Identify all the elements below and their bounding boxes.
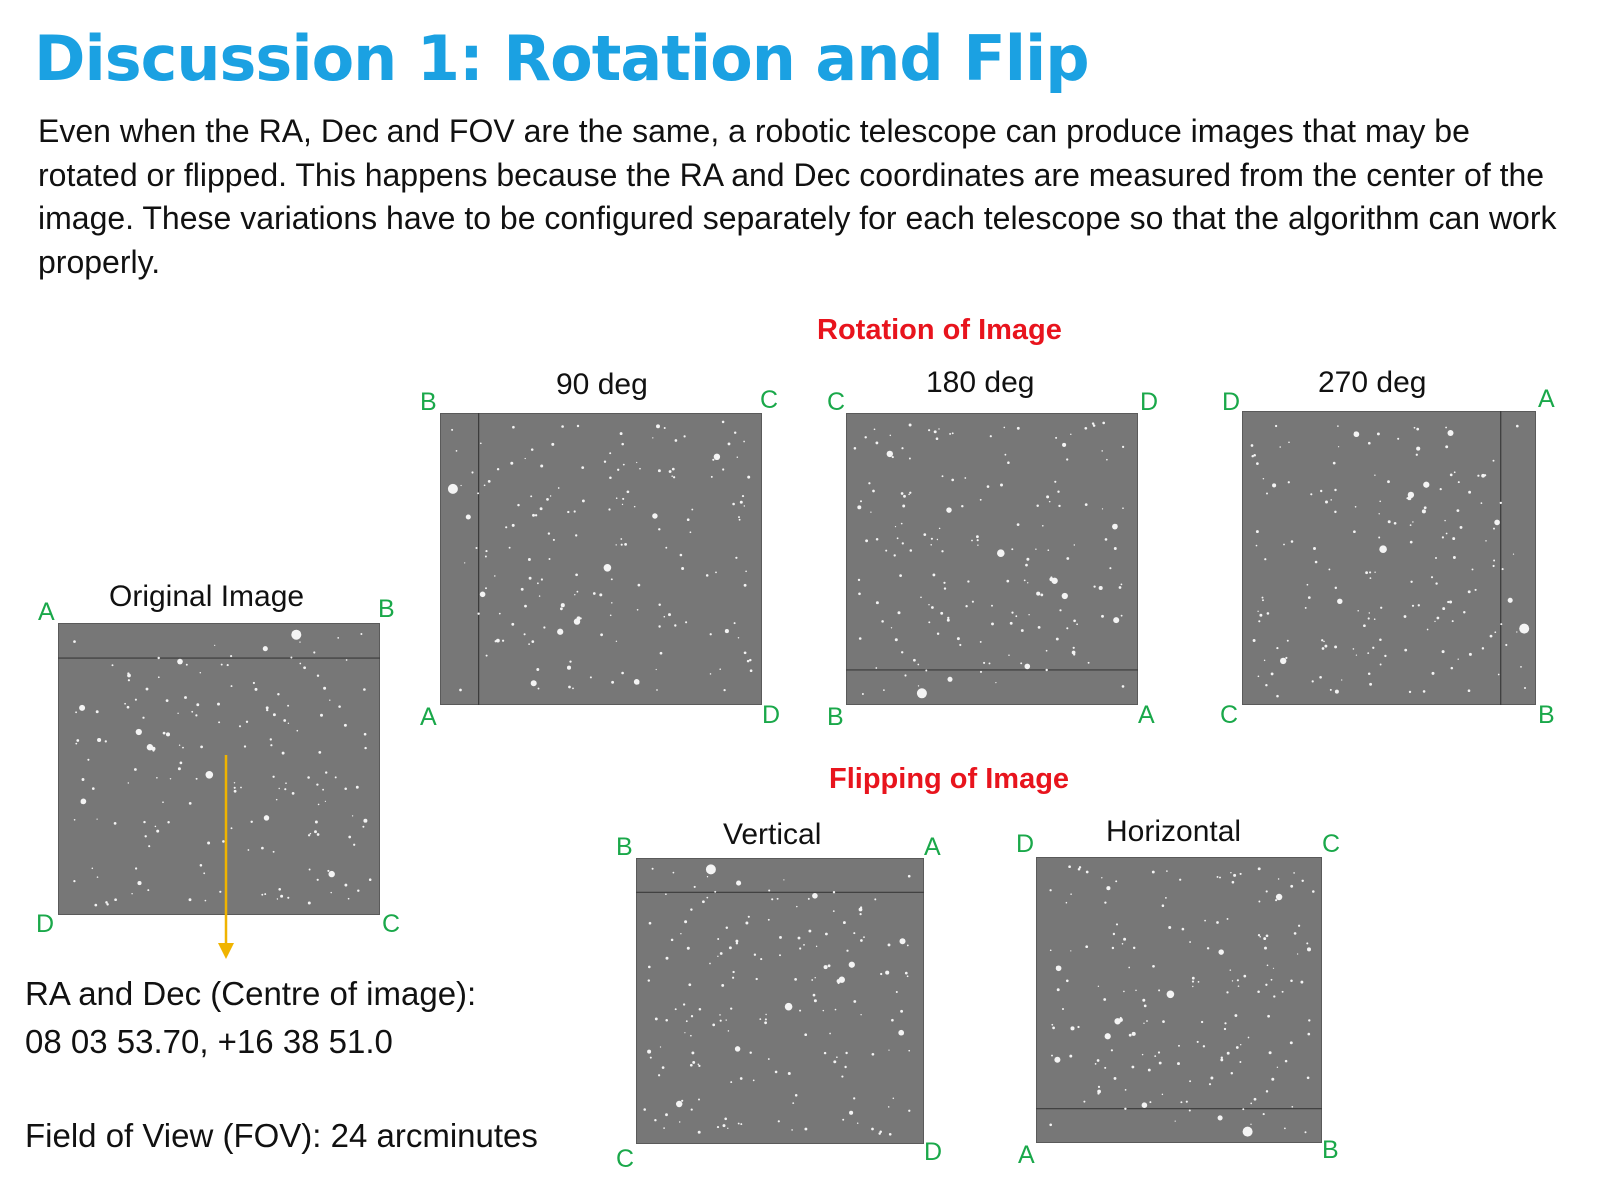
- centre-arrow: [218, 755, 234, 959]
- rot180-caption: 180 deg: [926, 366, 1035, 399]
- rot180-image-stars: [846, 421, 1138, 699]
- intro-paragraph: Even when the RA, Dec and FOV are the sa…: [38, 113, 1557, 280]
- vertical-caption: Vertical: [723, 818, 822, 851]
- rot90-image-stars: [447, 413, 753, 705]
- original-corner-tl: A: [38, 598, 55, 626]
- horizontal-image: [1036, 857, 1322, 1143]
- original-corner-bl: D: [36, 910, 55, 938]
- vertical-image: [636, 858, 924, 1144]
- rot180-corner-tl: C: [827, 388, 846, 416]
- rot270-image-stars: [1250, 411, 1530, 705]
- rot270-image: [1242, 411, 1536, 705]
- rot270-corner-tr: A: [1538, 385, 1555, 413]
- original-caption: Original Image: [109, 580, 305, 613]
- original-image-stars: [58, 629, 380, 907]
- rot90-caption: 90 deg: [556, 368, 648, 401]
- ra-dec-label: RA and Dec (Centre of image):: [25, 975, 477, 1012]
- original-image: [58, 623, 380, 915]
- rotation-heading: Rotation of Image: [817, 314, 1062, 346]
- ra-dec-value: 08 03 53.70, +16 38 51.0: [25, 1023, 393, 1060]
- slide-title: Discussion 1: Rotation and Flip: [34, 22, 1090, 95]
- fov-text: Field of View (FOV): 24 arcminutes: [25, 1117, 538, 1154]
- rot90-image: [440, 413, 762, 705]
- rot180-corner-bl: B: [827, 703, 844, 731]
- rot270-caption: 270 deg: [1318, 366, 1427, 399]
- horizontal-corner-bl: A: [1018, 1141, 1035, 1169]
- vertical-corner-br: D: [924, 1138, 943, 1166]
- vertical-corner-bl: C: [616, 1145, 635, 1173]
- rot270-corner-bl: C: [1220, 701, 1239, 729]
- rot90-corner-tl: B: [420, 388, 437, 416]
- rot90-corner-tr: C: [760, 386, 779, 414]
- horizontal-corner-tr: C: [1322, 830, 1341, 858]
- rot90-corner-bl: A: [420, 703, 437, 731]
- horizontal-image-stars: [1036, 865, 1322, 1137]
- rot180-image: [846, 413, 1138, 705]
- vertical-image-stars: [636, 864, 924, 1136]
- original-corner-br: C: [382, 910, 401, 938]
- original-corner-tr: B: [378, 595, 395, 623]
- rot270-corner-tl: D: [1222, 388, 1241, 416]
- flipping-heading: Flipping of Image: [829, 763, 1070, 795]
- horizontal-corner-br: B: [1322, 1136, 1339, 1164]
- rot180-corner-br: A: [1138, 701, 1155, 729]
- horizontal-corner-tl: D: [1016, 830, 1035, 858]
- rot180-corner-tr: D: [1140, 388, 1159, 416]
- rot90-corner-br: D: [762, 701, 781, 729]
- horizontal-caption: Horizontal: [1106, 815, 1242, 848]
- rot270-corner-br: B: [1538, 701, 1555, 729]
- vertical-corner-tr: A: [924, 833, 941, 861]
- vertical-corner-tl: B: [616, 833, 633, 861]
